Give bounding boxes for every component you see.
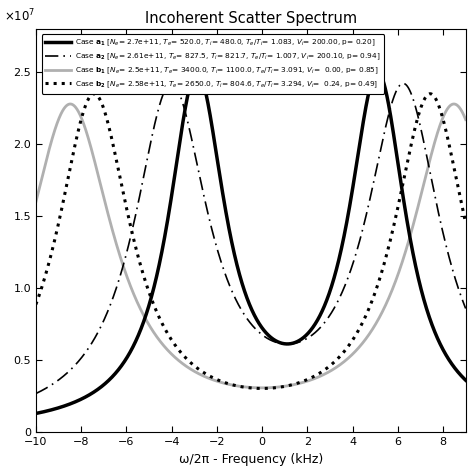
Case $\mathbf{b_1}$ [$N_e$= 2.5e+11, $T_e$= 3400.0, $T_i$= 1100.0, $T_e$/$T_i$= 3.091, $V_i$=  0.00, p= 0.85] [108, 220, 113, 226]
Case $\mathbf{b_2}$ [$N_e$= 2.58e+11, $T_e$= 2650.0, $T_i$= 804.6, $T_e$/$T_i$= 3.294, $V_i$=  0.24, p= 0.49] [409, 142, 414, 147]
Case $\mathbf{b_1}$ [$N_e$= 2.5e+11, $T_e$= 3400.0, $T_i$= 1100.0, $T_e$/$T_i$= 3.091, $V_i$=  0.00, p= 0.85] [259, 385, 265, 391]
Case $\mathbf{a_2}$ [$N_e$= 2.61e+11, $T_e$= 827.5, $T_i$= 821.7, $T_e$/$T_i$= 1.007, $V_i$= 200.10, p= 0.94] [33, 391, 39, 396]
Case $\mathbf{a_1}$ [$N_e$= 2.7e+11, $T_e$= 520.0, $T_i$= 480.0, $T_e$/$T_i$= 1.083, $V_i$= 200.00, p= 0.20] [217, 170, 222, 175]
Case $\mathbf{a_2}$ [$N_e$= 2.61e+11, $T_e$= 827.5, $T_i$= 821.7, $T_e$/$T_i$= 1.007, $V_i$= 200.10, p= 0.94] [198, 178, 203, 184]
Title: Incoherent Scatter Spectrum: Incoherent Scatter Spectrum [145, 11, 357, 26]
Case $\mathbf{b_1}$ [$N_e$= 2.5e+11, $T_e$= 3400.0, $T_i$= 1100.0, $T_e$/$T_i$= 3.091, $V_i$=  0.00, p= 0.85] [82, 125, 88, 131]
Line: Case $\mathbf{a_2}$ [$N_e$= 2.61e+11, $T_e$= 827.5, $T_i$= 821.7, $T_e$/$T_i$= 1.007, $V_i$= 200.10, p= 0.94]: Case $\mathbf{a_2}$ [$N_e$= 2.61e+11, $T… [36, 83, 465, 393]
Case $\mathbf{b_1}$ [$N_e$= 2.5e+11, $T_e$= 3400.0, $T_i$= 1100.0, $T_e$/$T_i$= 3.091, $V_i$=  0.00, p= 0.85] [67, 101, 73, 107]
Case $\mathbf{b_2}$ [$N_e$= 2.58e+11, $T_e$= 2650.0, $T_i$= 804.6, $T_e$/$T_i$= 3.294, $V_i$=  0.24, p= 0.49] [108, 131, 113, 137]
Case $\mathbf{b_2}$ [$N_e$= 2.58e+11, $T_e$= 2650.0, $T_i$= 804.6, $T_e$/$T_i$= 3.294, $V_i$=  0.24, p= 0.49] [198, 368, 204, 374]
Case $\mathbf{b_1}$ [$N_e$= 2.5e+11, $T_e$= 3400.0, $T_i$= 1100.0, $T_e$/$T_i$= 3.091, $V_i$=  0.00, p= 0.85] [33, 199, 39, 205]
Case $\mathbf{a_1}$ [$N_e$= 2.7e+11, $T_e$= 520.0, $T_i$= 480.0, $T_e$/$T_i$= 1.083, $V_i$= 200.00, p= 0.20] [82, 394, 88, 400]
Case $\mathbf{a_1}$ [$N_e$= 2.7e+11, $T_e$= 520.0, $T_i$= 480.0, $T_e$/$T_i$= 1.083, $V_i$= 200.00, p= 0.20] [374, 69, 380, 75]
Case $\mathbf{b_1}$ [$N_e$= 2.5e+11, $T_e$= 3400.0, $T_i$= 1100.0, $T_e$/$T_i$= 3.091, $V_i$=  0.00, p= 0.85] [409, 229, 414, 235]
Case $\mathbf{a_2}$ [$N_e$= 2.61e+11, $T_e$= 827.5, $T_i$= 821.7, $T_e$/$T_i$= 1.007, $V_i$= 200.10, p= 0.94] [217, 253, 222, 259]
Case $\mathbf{b_2}$ [$N_e$= 2.58e+11, $T_e$= 2650.0, $T_i$= 804.6, $T_e$/$T_i$= 3.294, $V_i$=  0.24, p= 0.49] [91, 91, 97, 97]
Case $\mathbf{a_2}$ [$N_e$= 2.61e+11, $T_e$= 827.5, $T_i$= 821.7, $T_e$/$T_i$= 1.007, $V_i$= 200.10, p= 0.94] [408, 91, 414, 96]
Legend: Case $\mathbf{a_1}$ [$N_e$= 2.7e+11, $T_e$= 520.0, $T_i$= 480.0, $T_e$/$T_i$= 1.: Case $\mathbf{a_1}$ [$N_e$= 2.7e+11, $T_… [42, 34, 384, 93]
Case $\mathbf{b_1}$ [$N_e$= 2.5e+11, $T_e$= 3400.0, $T_i$= 1100.0, $T_e$/$T_i$= 3.091, $V_i$=  0.00, p= 0.85] [463, 117, 468, 122]
Case $\mathbf{a_1}$ [$N_e$= 2.7e+11, $T_e$= 520.0, $T_i$= 480.0, $T_e$/$T_i$= 1.083, $V_i$= 200.00, p= 0.20] [463, 377, 468, 383]
Case $\mathbf{b_2}$ [$N_e$= 2.58e+11, $T_e$= 2650.0, $T_i$= 804.6, $T_e$/$T_i$= 3.294, $V_i$=  0.24, p= 0.49] [259, 386, 265, 392]
Case $\mathbf{a_1}$ [$N_e$= 2.7e+11, $T_e$= 520.0, $T_i$= 480.0, $T_e$/$T_i$= 1.083, $V_i$= 200.00, p= 0.20] [33, 410, 39, 416]
Line: Case $\mathbf{a_1}$ [$N_e$= 2.7e+11, $T_e$= 520.0, $T_i$= 480.0, $T_e$/$T_i$= 1.083, $V_i$= 200.00, p= 0.20]: Case $\mathbf{a_1}$ [$N_e$= 2.7e+11, $T_… [36, 72, 465, 413]
X-axis label: ω/2π - Frequency (kHz): ω/2π - Frequency (kHz) [179, 453, 323, 465]
Case $\mathbf{a_2}$ [$N_e$= 2.61e+11, $T_e$= 827.5, $T_i$= 821.7, $T_e$/$T_i$= 1.007, $V_i$= 200.10, p= 0.94] [401, 81, 406, 86]
Case $\mathbf{b_1}$ [$N_e$= 2.5e+11, $T_e$= 3400.0, $T_i$= 1100.0, $T_e$/$T_i$= 3.091, $V_i$=  0.00, p= 0.85] [198, 372, 204, 378]
Case $\mathbf{a_2}$ [$N_e$= 2.61e+11, $T_e$= 827.5, $T_i$= 821.7, $T_e$/$T_i$= 1.007, $V_i$= 200.10, p= 0.94] [82, 350, 88, 356]
Case $\mathbf{a_1}$ [$N_e$= 2.7e+11, $T_e$= 520.0, $T_i$= 480.0, $T_e$/$T_i$= 1.083, $V_i$= 200.00, p= 0.20] [455, 368, 460, 374]
Case $\mathbf{a_2}$ [$N_e$= 2.61e+11, $T_e$= 827.5, $T_i$= 821.7, $T_e$/$T_i$= 1.007, $V_i$= 200.10, p= 0.94] [108, 302, 113, 308]
Case $\mathbf{a_1}$ [$N_e$= 2.7e+11, $T_e$= 520.0, $T_i$= 480.0, $T_e$/$T_i$= 1.083, $V_i$= 200.00, p= 0.20] [408, 241, 414, 246]
Case $\mathbf{a_2}$ [$N_e$= 2.61e+11, $T_e$= 827.5, $T_i$= 821.7, $T_e$/$T_i$= 1.007, $V_i$= 200.10, p= 0.94] [463, 306, 468, 311]
Case $\mathbf{b_2}$ [$N_e$= 2.58e+11, $T_e$= 2650.0, $T_i$= 804.6, $T_e$/$T_i$= 3.294, $V_i$=  0.24, p= 0.49] [217, 378, 222, 383]
Case $\mathbf{a_1}$ [$N_e$= 2.7e+11, $T_e$= 520.0, $T_i$= 480.0, $T_e$/$T_i$= 1.083, $V_i$= 200.00, p= 0.20] [108, 376, 113, 382]
Case $\mathbf{b_2}$ [$N_e$= 2.58e+11, $T_e$= 2650.0, $T_i$= 804.6, $T_e$/$T_i$= 3.294, $V_i$=  0.24, p= 0.49] [82, 104, 88, 110]
Case $\mathbf{b_2}$ [$N_e$= 2.58e+11, $T_e$= 2650.0, $T_i$= 804.6, $T_e$/$T_i$= 3.294, $V_i$=  0.24, p= 0.49] [33, 301, 39, 307]
Case $\mathbf{b_1}$ [$N_e$= 2.5e+11, $T_e$= 3400.0, $T_i$= 1100.0, $T_e$/$T_i$= 3.091, $V_i$=  0.00, p= 0.85] [217, 379, 222, 385]
Case $\mathbf{b_1}$ [$N_e$= 2.5e+11, $T_e$= 3400.0, $T_i$= 1100.0, $T_e$/$T_i$= 3.091, $V_i$=  0.00, p= 0.85] [455, 103, 460, 109]
Case $\mathbf{a_1}$ [$N_e$= 2.7e+11, $T_e$= 520.0, $T_i$= 480.0, $T_e$/$T_i$= 1.083, $V_i$= 200.00, p= 0.20] [198, 73, 203, 79]
Line: Case $\mathbf{b_2}$ [$N_e$= 2.58e+11, $T_e$= 2650.0, $T_i$= 804.6, $T_e$/$T_i$= 3.294, $V_i$=  0.24, p= 0.49]: Case $\mathbf{b_2}$ [$N_e$= 2.58e+11, $T… [36, 94, 465, 389]
Text: $\times10^7$: $\times10^7$ [4, 8, 35, 25]
Case $\mathbf{b_2}$ [$N_e$= 2.58e+11, $T_e$= 2650.0, $T_i$= 804.6, $T_e$/$T_i$= 3.294, $V_i$=  0.24, p= 0.49] [455, 182, 460, 188]
Line: Case $\mathbf{b_1}$ [$N_e$= 2.5e+11, $T_e$= 3400.0, $T_i$= 1100.0, $T_e$/$T_i$= 3.091, $V_i$=  0.00, p= 0.85]: Case $\mathbf{b_1}$ [$N_e$= 2.5e+11, $T_… [36, 104, 465, 388]
Case $\mathbf{b_2}$ [$N_e$= 2.58e+11, $T_e$= 2650.0, $T_i$= 804.6, $T_e$/$T_i$= 3.294, $V_i$=  0.24, p= 0.49] [463, 220, 468, 226]
Case $\mathbf{a_2}$ [$N_e$= 2.61e+11, $T_e$= 827.5, $T_i$= 821.7, $T_e$/$T_i$= 1.007, $V_i$= 200.10, p= 0.94] [455, 283, 460, 288]
